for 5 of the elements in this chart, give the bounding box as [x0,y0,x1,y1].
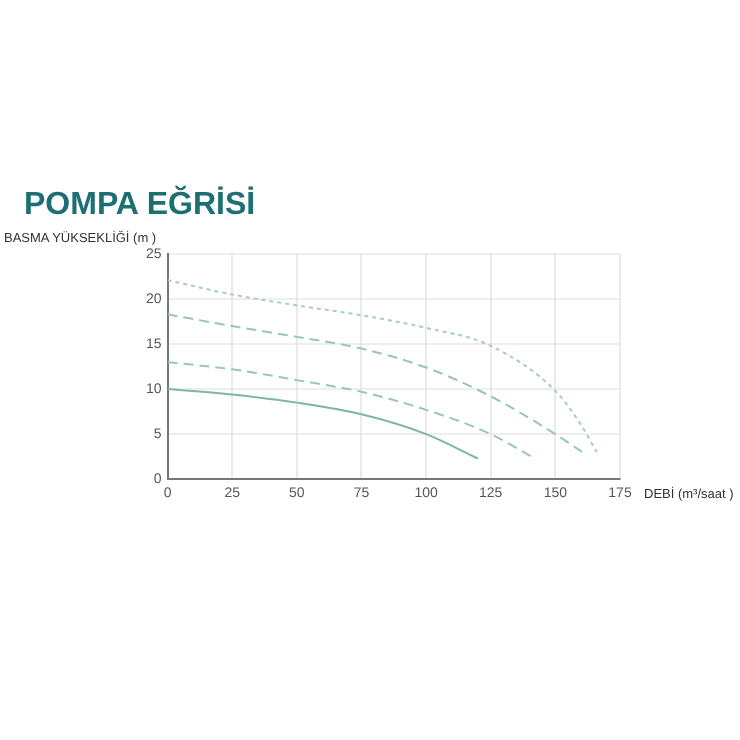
line-series [167,388,479,460]
chart-title: POMPA EĞRİSİ [24,188,256,224]
line-series [167,279,598,454]
line-series [167,313,588,456]
line-series [167,361,536,460]
